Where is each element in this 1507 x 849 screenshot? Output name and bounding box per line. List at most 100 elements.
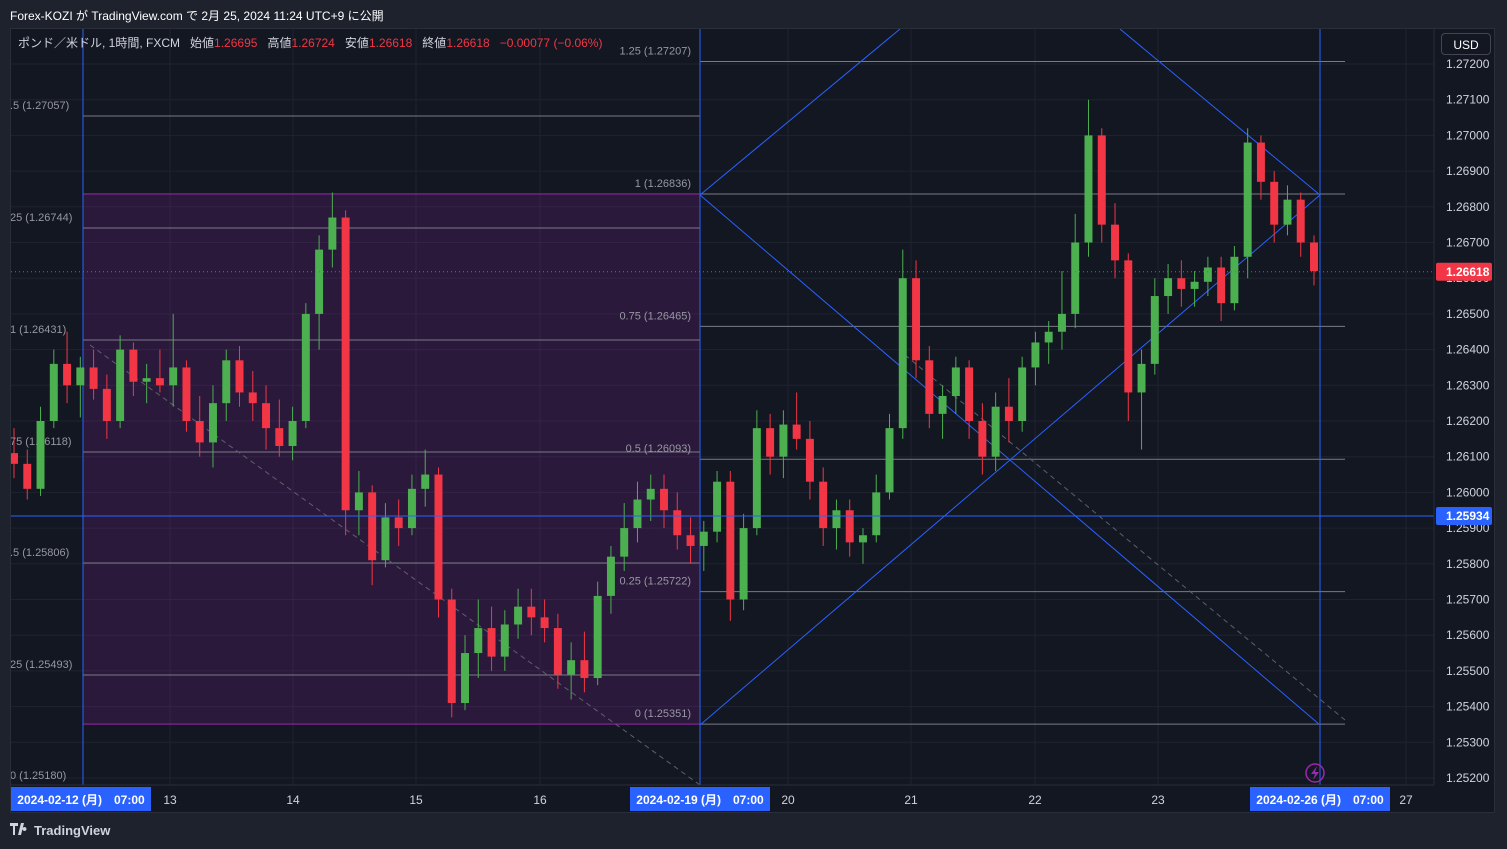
candle-body [434,474,443,600]
candle-body [195,421,204,443]
candle-body [514,606,523,625]
candle-body [328,217,337,250]
price-tick-label: 1.27100 [1446,93,1490,107]
candle-body [898,278,907,429]
date-highlight-label: 2024-02-12 (月) 07:00 [17,793,145,807]
close-label: 終値 [422,36,447,50]
fib-right-label: 0.75 (1.26465) [619,310,691,322]
candle-body [832,510,841,529]
marked-level-tag [1436,506,1492,525]
fib-left-label: 25 (1.26744) [10,212,72,224]
price-tick-label: 1.26300 [1446,378,1490,392]
candle-body [606,556,615,596]
current-price-tag [1436,262,1492,281]
candle-body [1111,224,1119,261]
fib-right-label: 1 (1.26836) [635,178,691,190]
candle-body [315,249,324,314]
candle-body [1084,135,1093,243]
trend-line [699,29,901,196]
candle-body [792,424,801,439]
candle-body [1243,142,1252,257]
candle-body [1004,406,1013,421]
date-highlight-tag [11,787,151,811]
currency-button[interactable]: USD [1441,33,1491,55]
price-tick-label: 1.25200 [1446,771,1490,785]
high-label: 高値 [267,36,292,50]
price-tick-label: 1.26700 [1446,236,1490,250]
low-value: 1.26618 [368,36,413,50]
publish-title: Forex-KOZI が TradingView.com で 2月 25, 20… [10,9,384,23]
time-tick-label: 16 [533,793,547,807]
fib-right-label: 0.5 (1.26093) [626,443,691,455]
candle-body [699,531,708,546]
candle-body [288,421,297,446]
candle-body [819,481,828,529]
candle-body [36,421,45,489]
candle-body [646,488,655,500]
fib-zone-rect [82,193,701,725]
price-tick-label: 1.25300 [1446,735,1490,749]
candle-body [991,406,1000,457]
symbol-label[interactable]: ポンド／米ドル, 1時間, FXCM [18,36,181,50]
fib-right-label: 0.25 (1.25722) [619,576,691,588]
candle-body [553,628,562,675]
fib-left-label: 1 (1.26431) [10,324,66,336]
candle-body [23,463,32,489]
candle-body [209,403,217,443]
candle-body [461,653,469,704]
open-value: 1.26695 [214,36,258,50]
candle-body [713,481,722,532]
date-highlight-tag [630,787,770,811]
time-tick-label: 15 [409,793,423,807]
candle-body [500,624,509,657]
footer-brand-label: TradingView [34,823,111,838]
candle-body [381,517,390,561]
price-tick-label: 1.25500 [1446,664,1490,678]
candle-body [394,517,403,529]
candle-body [1296,199,1305,243]
candle-body [447,599,456,704]
candle-body [129,349,138,382]
candle-body [275,428,284,446]
price-tick-label: 1.25800 [1446,557,1490,571]
candle-body [76,367,85,386]
candle-body [487,628,496,657]
candle-body [155,378,164,386]
candle-body [620,528,629,557]
candle-body [540,617,549,629]
tradingview-logo-icon [10,823,30,838]
fib-right-label: 1.25 (1.27207) [619,46,691,58]
candle-body [766,428,775,457]
lightning-glyph-icon [1311,766,1319,780]
candle-body [660,488,668,511]
fib-left-label: 25 (1.25493) [10,659,72,671]
candle-body [1164,278,1173,297]
footer-brand[interactable]: TradingView [10,823,110,838]
time-tick-label: 14 [286,793,300,807]
candle-body [739,528,748,600]
time-tick-label: 20 [781,793,795,807]
candle-body [1137,363,1146,393]
candle-body [726,481,735,600]
time-tick-label: 21 [904,793,918,807]
price-tick-label: 1.25700 [1446,593,1490,607]
candle-body [222,360,231,404]
candle-body [686,535,695,546]
price-tick-label: 1.25600 [1446,628,1490,642]
candle-body [1230,256,1239,304]
candle-body [1124,260,1133,393]
candle-body [1217,267,1226,304]
candle-body [673,510,682,536]
time-tick-label: 22 [1028,793,1042,807]
time-tick-label: 13 [163,793,177,807]
candle-body [872,492,881,536]
candle-body [235,360,244,393]
publish-header: Forex-KOZI が TradingView.com で 2月 25, 20… [0,0,1507,28]
candle-body [1190,281,1199,289]
price-tick-label: 1.26800 [1446,200,1490,214]
candle-body [49,363,58,421]
price-tick-label: 1.25400 [1446,700,1490,714]
price-tick-label: 1.26900 [1446,164,1490,178]
candle-body [527,606,536,618]
